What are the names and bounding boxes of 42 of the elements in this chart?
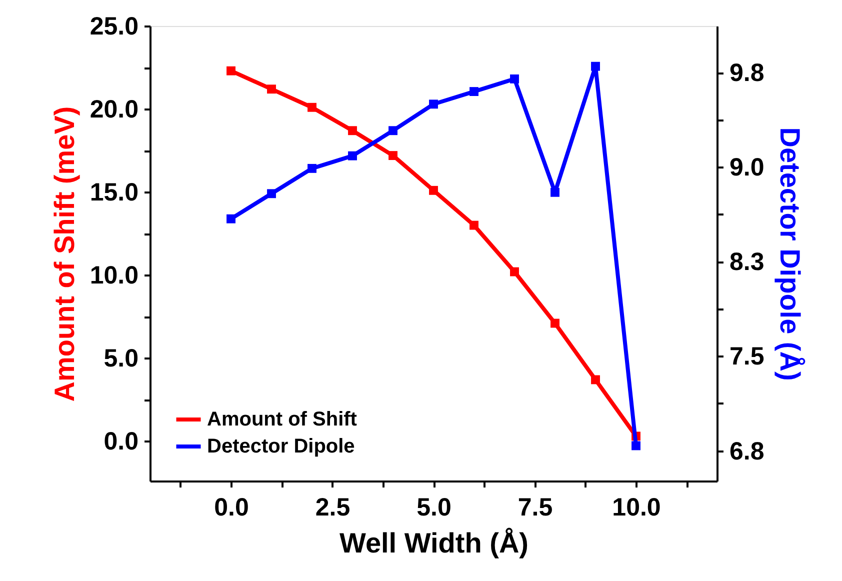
y-tick-label: 15.0 <box>90 178 138 207</box>
legend-label: Detector Dipole <box>207 436 355 458</box>
x-tick-label: 0.0 <box>214 494 249 522</box>
point <box>267 189 276 198</box>
y-tick-label: 10.0 <box>90 262 138 290</box>
x-tick-label: 2.5 <box>315 494 350 522</box>
point <box>308 102 316 112</box>
y-tick-label: 0.0 <box>104 428 138 456</box>
y2-tick-label: 8.3 <box>730 248 764 276</box>
y-tick-label: 20.0 <box>90 96 138 124</box>
point <box>388 151 398 160</box>
point <box>226 214 236 224</box>
point <box>470 220 478 230</box>
point <box>226 66 236 76</box>
y2-axis-title: Detector Dipole (Å) <box>774 127 806 381</box>
point <box>510 267 519 276</box>
point <box>429 100 438 109</box>
x-tick-label: 7.5 <box>518 494 553 522</box>
point <box>591 375 600 384</box>
point <box>348 151 357 160</box>
point <box>632 441 640 450</box>
y2-tick-label: 9.8 <box>730 59 764 88</box>
y-tick-label: 25.0 <box>90 12 138 40</box>
point <box>429 186 438 195</box>
x-axis-title: Well Width (Å) <box>340 528 528 558</box>
y2-tick-label: 6.8 <box>730 437 764 466</box>
point <box>510 74 519 84</box>
x-tick-label: 5.0 <box>416 494 452 522</box>
point <box>348 126 357 136</box>
point <box>308 164 316 173</box>
y2-tick-label: 7.5 <box>730 342 764 371</box>
point <box>388 126 398 136</box>
legend-label: Amount of Shift <box>207 408 358 430</box>
x-tick-label: 10.0 <box>612 494 661 522</box>
y-tick-label: 5.0 <box>104 344 138 373</box>
y-axis-title: Amount of Shift (meV) <box>48 106 80 402</box>
point <box>550 318 560 328</box>
point <box>470 87 478 96</box>
y2-tick-label: 9.0 <box>730 154 764 182</box>
point <box>550 188 560 197</box>
point <box>591 62 600 71</box>
point <box>267 84 276 94</box>
